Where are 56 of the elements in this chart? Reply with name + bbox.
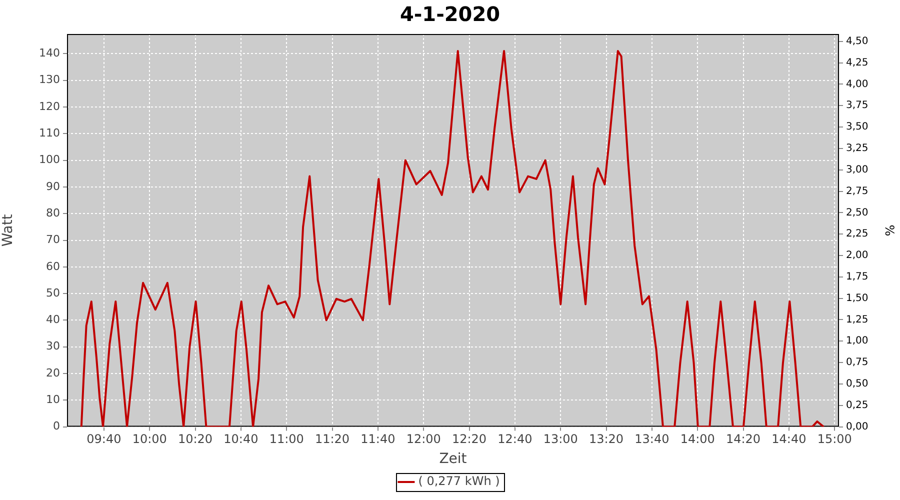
y2-tick-label: 1,00: [846, 336, 868, 347]
x-tick-label: 11:40: [360, 432, 396, 446]
y2-tick-label: 1,75: [846, 272, 868, 283]
chart-title: 4-1-2020: [400, 2, 500, 26]
y2-tick-label: 3,75: [846, 100, 868, 112]
y-tick-label: 40: [46, 313, 60, 326]
y2-tick-label: 2,75: [846, 186, 868, 197]
x-tick-label: 13:00: [543, 432, 578, 446]
legend-label: ( 0,277 kWh ): [418, 474, 500, 488]
y-tick-label: 70: [46, 233, 60, 246]
x-tick-label: 10:20: [178, 432, 213, 446]
x-tick-label: 14:40: [772, 432, 806, 446]
y-tick-label: 90: [46, 180, 60, 193]
x-tick-label: 11:00: [269, 432, 304, 446]
y2-tick-label: 0,75: [846, 357, 868, 368]
y2-tick-label: 4,50: [846, 36, 868, 47]
y-tick-label: 10: [46, 393, 60, 406]
y2-tick-label: 4,25: [846, 57, 868, 68]
y-axis-title: Watt: [0, 214, 16, 247]
x-tick-label: 12:40: [498, 432, 532, 446]
x-tick-label: 11:20: [314, 432, 350, 446]
x-tick-label: 12:20: [452, 432, 487, 446]
y-tick-label: 110: [39, 126, 60, 140]
x-tick-label: 15:00: [817, 432, 852, 446]
y-tick-label: 140: [39, 46, 60, 60]
x-tick-label: 10:00: [132, 432, 167, 446]
y-tick-label: 20: [46, 366, 60, 380]
x-tick-label: 14:00: [680, 432, 715, 446]
y2-axis-title: %: [882, 224, 897, 236]
y-tick-label: 60: [46, 260, 60, 273]
x-tick-label: 10:40: [224, 432, 258, 446]
y-tick-label: 130: [39, 73, 60, 86]
x-tick-label: 14:20: [726, 432, 761, 446]
y-tick-label: 30: [46, 340, 60, 353]
y-tick-label: 80: [46, 206, 60, 220]
y2-tick-label: 1,25: [846, 314, 868, 326]
y2-tick-label: 0,50: [846, 378, 868, 390]
x-tick-label: 13:20: [588, 432, 624, 446]
x-tick-label: 13:40: [634, 432, 670, 446]
y2-tick-label: 3,00: [846, 164, 868, 176]
x-axis-title: Zeit: [439, 451, 468, 468]
y2-tick-label: 3,50: [846, 122, 868, 133]
y2-tick-label: 0,25: [846, 400, 868, 411]
y2-tick-label: 3,25: [846, 143, 868, 154]
y2-tick-label: 2,50: [846, 207, 868, 218]
y2-tick-label: 1,50: [846, 292, 868, 304]
y-tick-label: 0: [53, 420, 60, 433]
y-tick-label: 100: [39, 153, 60, 166]
y2-tick-label: 2,25: [846, 228, 868, 240]
y2-tick-label: 2,00: [846, 250, 868, 262]
y-tick-label: 120: [39, 100, 60, 113]
y2-tick-label: 0,00: [846, 421, 868, 432]
y-tick-label: 50: [46, 286, 60, 300]
y2-tick-label: 4,00: [846, 78, 868, 90]
x-tick-label: 12:00: [406, 432, 441, 446]
x-tick-label: 09:40: [86, 432, 122, 446]
